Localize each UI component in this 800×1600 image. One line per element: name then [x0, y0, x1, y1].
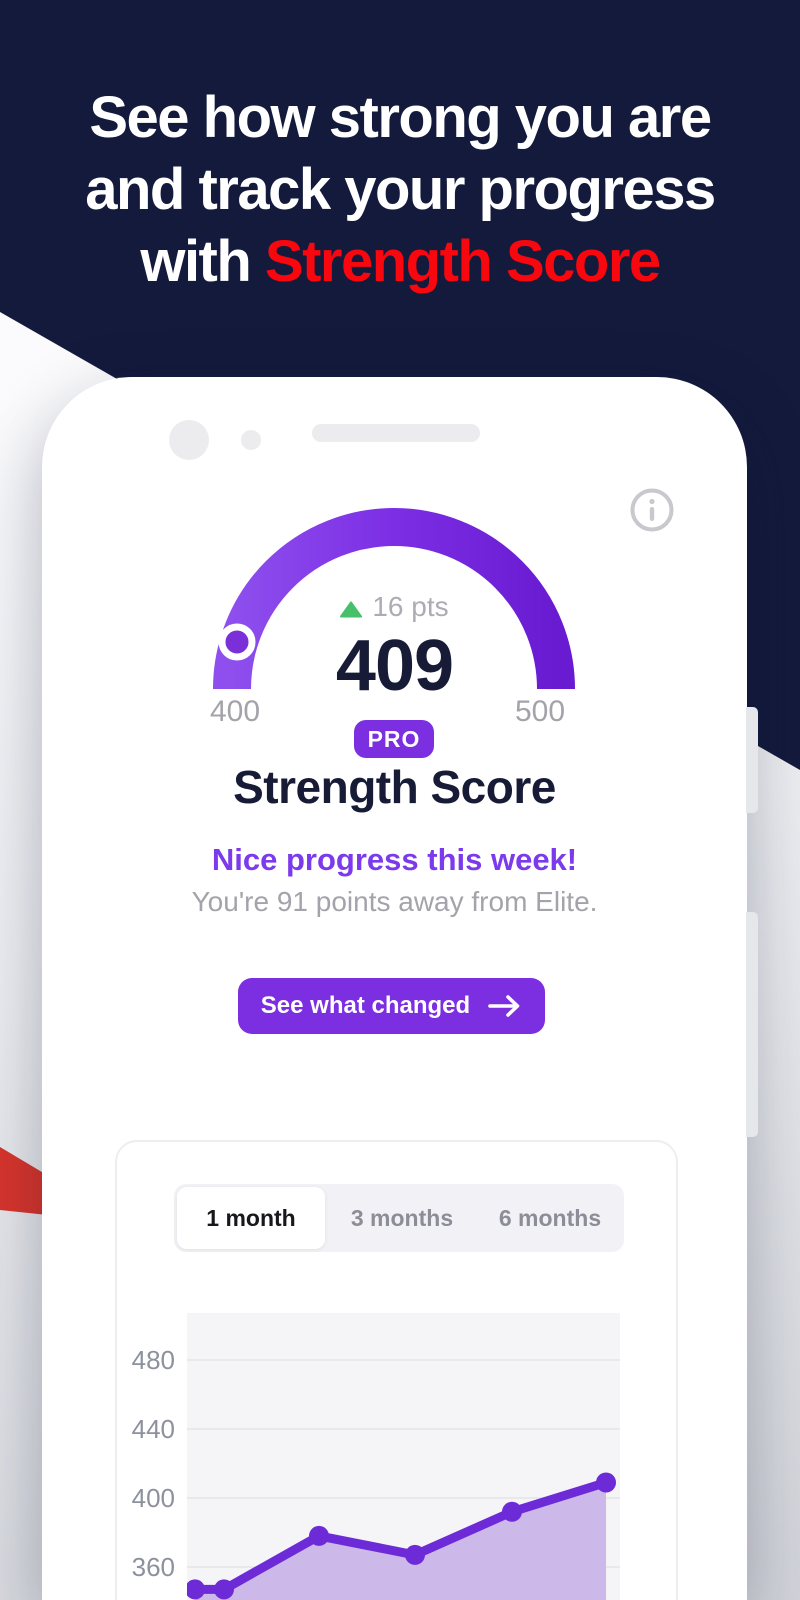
data-point: [309, 1525, 329, 1546]
progress-subtitle: Nice progress this week!: [211, 842, 578, 877]
cta-label: See what changed: [260, 992, 471, 1019]
data-point: [405, 1544, 425, 1565]
hero-line-2: and track your progress: [85, 157, 716, 222]
tab-1-month[interactable]: 1 month: [177, 1187, 325, 1249]
y-tick-label: 400: [131, 1483, 175, 1513]
gauge-min-label: 400: [209, 695, 261, 728]
time-range-tabs: 1 month 3 months 6 months: [174, 1184, 624, 1252]
data-point: [502, 1501, 522, 1522]
see-what-changed-button[interactable]: See what changed: [238, 978, 545, 1034]
hero-line-1: See how strong you are: [89, 85, 712, 150]
page-title: Strength Score: [233, 761, 556, 813]
chart-plot: [187, 1313, 620, 1600]
score-delta: 16 pts: [42, 591, 747, 623]
speaker-bar: [312, 424, 480, 442]
hero-highlight: Strength Score: [264, 229, 661, 294]
tab-3-months[interactable]: 3 months: [350, 1204, 454, 1231]
gauge-max-label: 500: [514, 695, 566, 728]
info-icon[interactable]: [629, 487, 675, 533]
gauge-marker: [218, 623, 256, 661]
arrow-up-icon: [340, 601, 363, 618]
y-tick-label: 440: [131, 1414, 175, 1444]
trend-line-chart: [187, 1472, 616, 1600]
hero-headline: See how strong you are and track your pr…: [0, 82, 800, 298]
chart-markers: [187, 1472, 616, 1600]
data-point: [187, 1579, 205, 1600]
hero-line-3: with Strength Score: [140, 229, 661, 294]
phone-power-button: [746, 707, 758, 813]
phone-volume-button: [746, 912, 758, 1137]
y-tick-label: 360: [131, 1552, 175, 1582]
pro-badge: PRO: [354, 720, 434, 758]
tab-6-months[interactable]: 6 months: [498, 1204, 602, 1231]
elite-distance-text: You're 91 points away from Elite.: [191, 886, 598, 917]
phone-mockup: 16 pts 409 400 500 PRO Strength Score Ni…: [42, 377, 758, 1600]
data-point: [214, 1579, 234, 1600]
data-point: [596, 1472, 616, 1493]
y-tick-label: 480: [131, 1345, 175, 1375]
camera-icon: [169, 420, 209, 460]
chart-area-fill: [195, 1482, 606, 1600]
grid-line: [187, 1497, 620, 1499]
score-value: 409: [335, 626, 454, 706]
trend-card: 1 month 3 months 6 months 480 440 400 360: [115, 1140, 678, 1600]
arrow-right-icon: [488, 995, 520, 1017]
grid-line: [187, 1428, 620, 1430]
grid-line: [187, 1359, 620, 1361]
gauge-arc: [213, 508, 575, 690]
sensor-dot-icon: [241, 430, 261, 450]
